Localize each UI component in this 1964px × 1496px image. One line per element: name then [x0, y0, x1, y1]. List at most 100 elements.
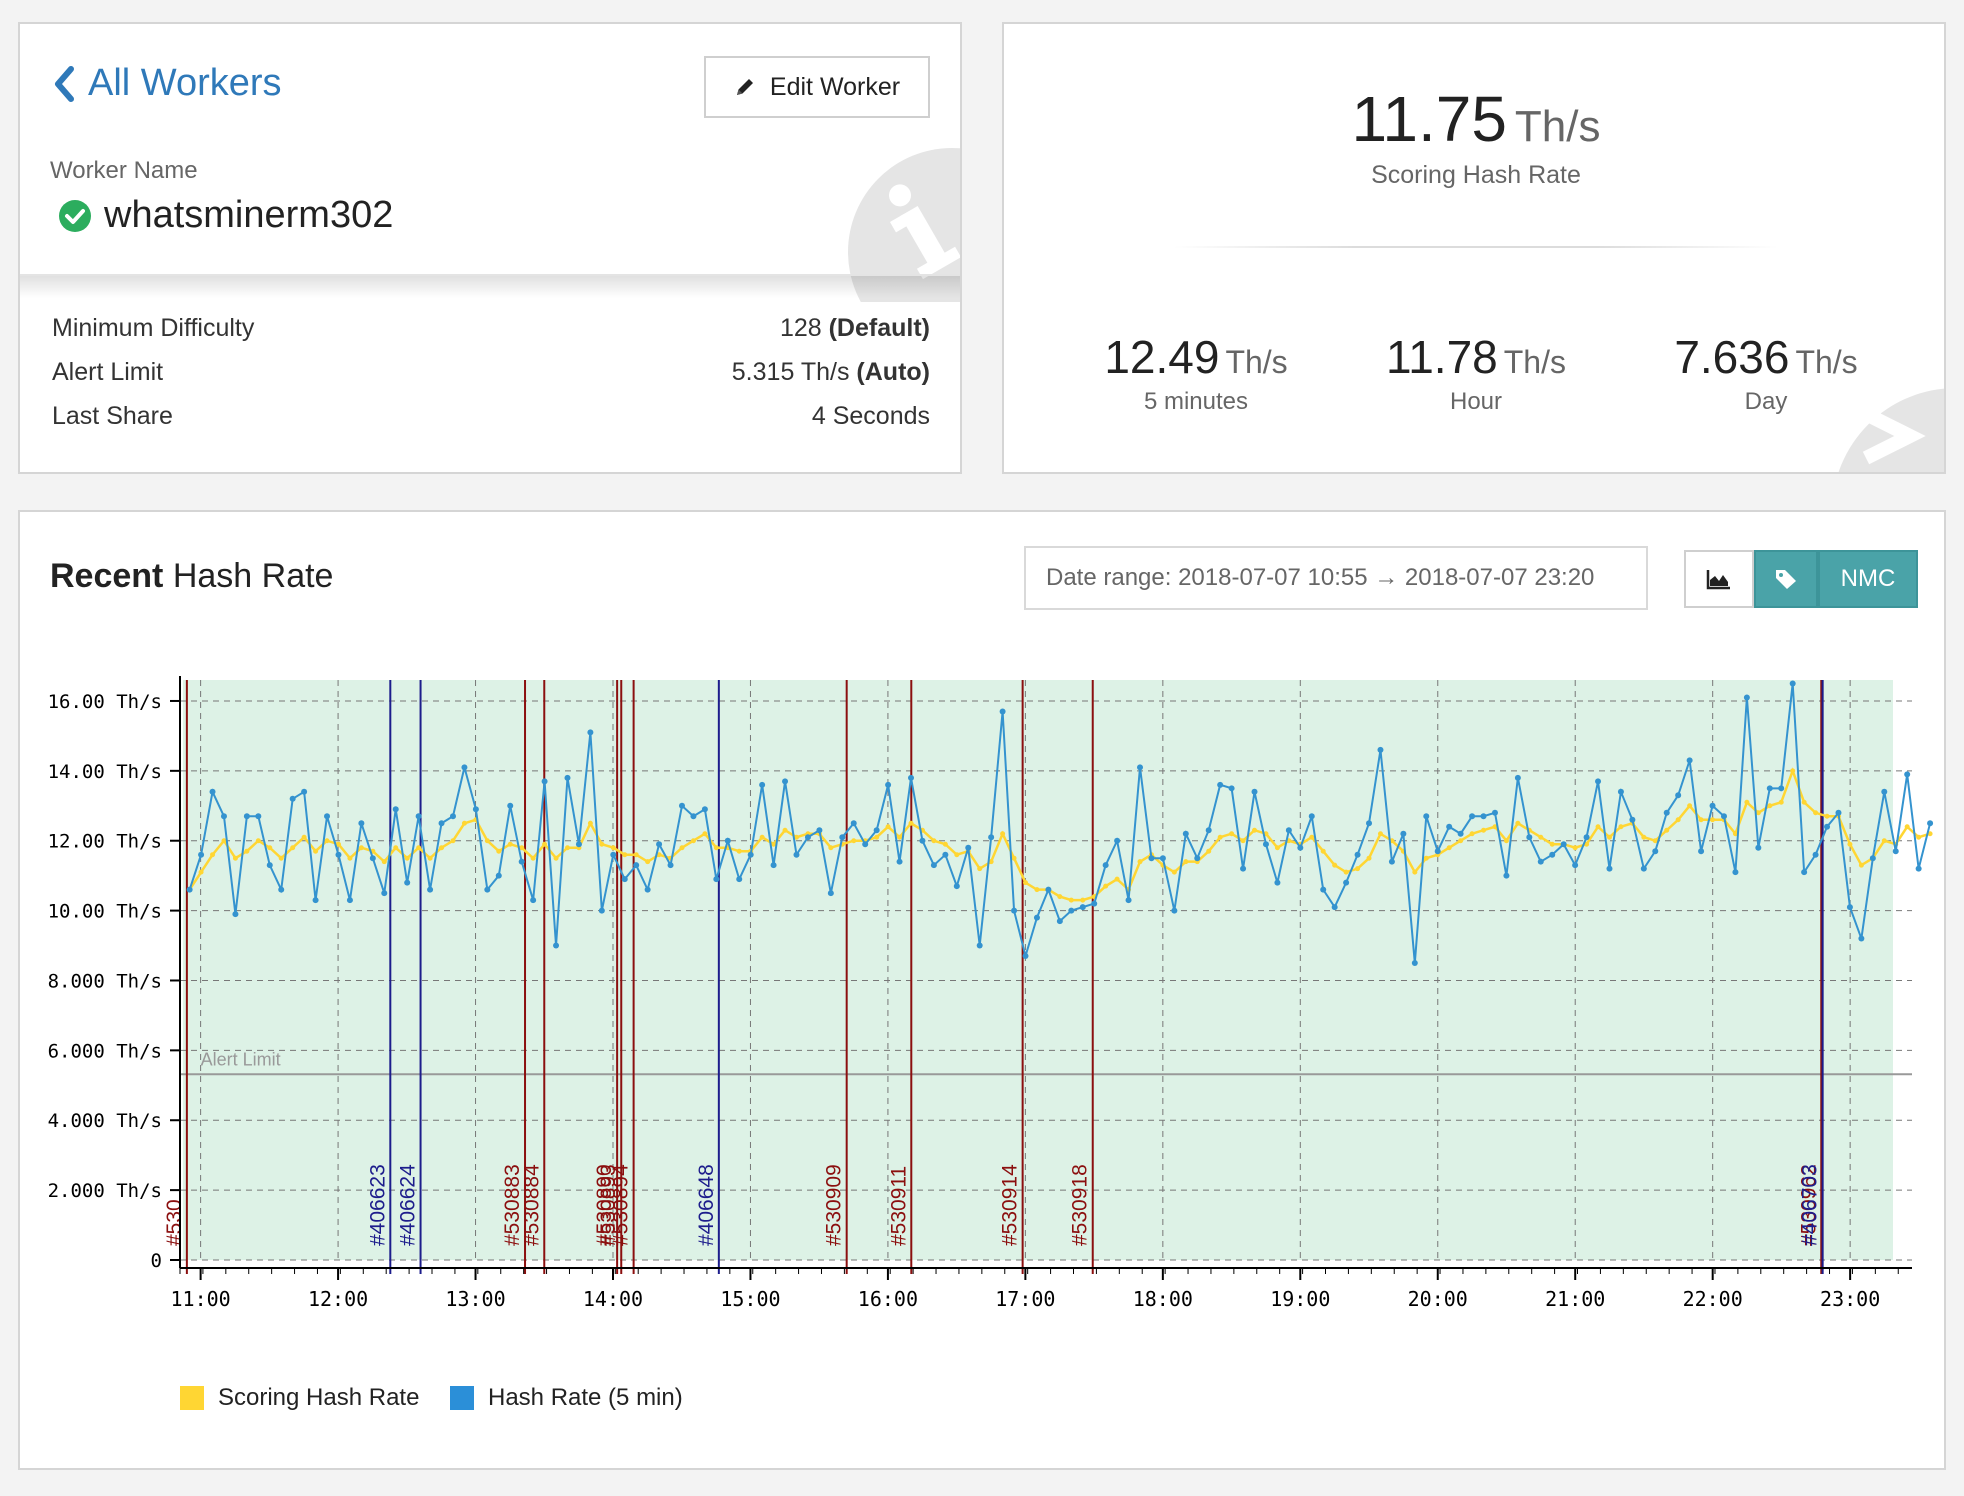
y-tick-label: 0 [151, 1250, 162, 1272]
hash-series-point [1606, 865, 1613, 872]
hash-series-point [1881, 788, 1888, 795]
hash-series-point [1480, 813, 1487, 820]
hash-series-point [1308, 813, 1315, 820]
hash-series-point [1927, 820, 1934, 827]
hash-series-point [553, 942, 560, 949]
scoring-series-point [210, 852, 216, 858]
scoring-series-point [450, 838, 456, 844]
scoring-series-point [1023, 880, 1029, 886]
hash-series-point [335, 851, 342, 858]
scoring-series-point [1664, 827, 1670, 833]
hash-series-point [1343, 879, 1350, 886]
scoring-series-point [1183, 859, 1189, 865]
rate-5min-label: 5 minutes [1143, 388, 1249, 415]
info-watermark-icon [848, 148, 960, 302]
hash-series-point [1320, 886, 1327, 893]
hash-series-point [713, 876, 720, 883]
y-tick-label: 10.00 Th/s [48, 901, 162, 923]
rate-5min-value: 12.49 [1104, 331, 1220, 383]
hash-series-point [1022, 953, 1029, 960]
hash-series-point [1400, 830, 1407, 837]
scoring-series-point [1881, 838, 1887, 844]
hash-series-point [1194, 855, 1201, 862]
hash-series-point [804, 834, 811, 841]
scoring-series-point [1332, 862, 1338, 868]
hash-series-point [598, 907, 605, 914]
detail-value: 128 (Default) [779, 314, 930, 342]
scoring-series-point [313, 848, 319, 854]
scoring-series-point [874, 834, 880, 840]
hash-series-point [369, 855, 376, 862]
hash-series-point [1377, 746, 1384, 753]
scoring-series-point [931, 838, 937, 844]
edit-worker-button[interactable]: Edit Worker [704, 56, 930, 118]
hash-series-point [1835, 809, 1842, 816]
scoring-series-point [736, 848, 742, 854]
rate-day-value: 7.636 [1674, 331, 1790, 383]
hash-series-point [243, 813, 250, 820]
scoring-series-point [244, 848, 250, 854]
legend-label: Scoring Hash Rate [218, 1384, 420, 1411]
block-marker-label: #530918 [1069, 1164, 1092, 1246]
hash-series-point [1526, 834, 1533, 841]
chart-title: Recent Hash Rate [50, 557, 334, 595]
area-chart-button[interactable] [1684, 550, 1754, 608]
scoring-series-point [1790, 768, 1796, 774]
hash-series-point [346, 897, 353, 904]
hash-series-point [793, 851, 800, 858]
hash-series-point [1331, 904, 1338, 911]
hash-series-point [724, 837, 731, 844]
scoring-series-point [1000, 831, 1006, 837]
scoring-series-point [290, 845, 296, 851]
date-range-picker[interactable]: Date range: 2018-07-07 10:55 → 2018-07-0… [1024, 546, 1648, 610]
scoring-series-point [1423, 855, 1429, 861]
hash-series-point [1789, 680, 1796, 687]
scoring-series-point [1355, 866, 1361, 872]
scoring-series-point [1652, 838, 1658, 844]
hash-series-point [1652, 848, 1659, 855]
nmc-button[interactable]: NMC [1818, 550, 1918, 608]
hash-series-point [1778, 785, 1785, 792]
scoring-series-point [656, 852, 662, 858]
scoring-series-point [1377, 831, 1383, 837]
hash-series-point [1137, 764, 1144, 771]
hash-series-point [690, 813, 697, 820]
block-marker-label: #530911 [887, 1166, 910, 1246]
scoring-series-point [278, 855, 284, 861]
hash-series-point [1205, 827, 1212, 834]
scoring-series-point [1034, 887, 1040, 893]
hash-series-point [472, 806, 479, 813]
all-workers-link[interactable]: All Workers [52, 62, 282, 105]
hash-series-point [209, 788, 216, 795]
scoring-series-point [1057, 894, 1063, 900]
scoring-series-point [1206, 848, 1212, 854]
hash-series-point [873, 827, 880, 834]
scoring-series-point [553, 855, 559, 861]
chevron-left-icon [55, 65, 74, 102]
hash-series-point [1491, 809, 1498, 816]
hash-series-point [1915, 865, 1922, 872]
hash-series-point [1686, 757, 1693, 764]
chart-button-group: NMC [1684, 550, 1918, 608]
hash-series-point [1709, 802, 1716, 809]
tag-button[interactable] [1754, 550, 1818, 608]
hash-series-point [461, 764, 468, 771]
hash-series-point [885, 781, 892, 788]
hash-series-point [1388, 858, 1395, 865]
hash-series-point [1720, 813, 1727, 820]
hash-series-point [1297, 844, 1304, 851]
x-tick-label: 16:00 [858, 1287, 918, 1311]
hash-series-point [1423, 813, 1430, 820]
scoring-series-point [335, 841, 341, 847]
scoring-series-point [439, 845, 445, 851]
scoring-series-point [828, 845, 834, 851]
block-marker-label: #530909 [823, 1164, 846, 1246]
scoring-series-point [1068, 897, 1074, 903]
y-tick-label: 12.00 Th/s [48, 831, 162, 853]
hash-series-point [1824, 823, 1831, 830]
hash-series-point [610, 851, 617, 858]
hash-series-point [782, 778, 789, 785]
hash-series-point [816, 827, 823, 834]
scoring-series-point [1458, 838, 1464, 844]
hash-series-point [999, 708, 1006, 715]
